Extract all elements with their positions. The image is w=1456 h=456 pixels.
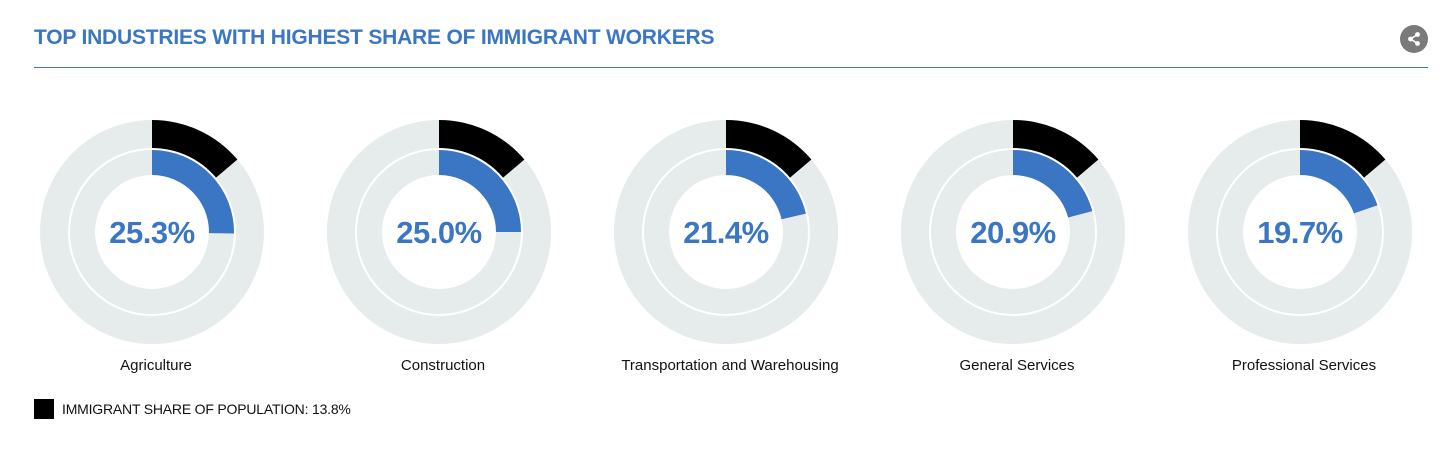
legend-swatch-population [34,399,54,419]
category-label-agriculture: Agriculture [120,357,192,374]
donut-separator-professional-services [1216,148,1384,316]
donut-hole-construction [382,175,496,289]
value-label-transportation-and-warehousing: 21.4% [683,215,768,250]
legend: IMMIGRANT SHARE OF POPULATION: 13.8% [34,399,351,419]
value-label-agriculture: 25.3% [109,215,194,250]
donut-hole-agriculture [95,175,209,289]
category-label-construction: Construction [401,357,485,374]
population-share-arc-general-services [1013,120,1099,178]
industry-share-arc-general-services [1013,150,1093,218]
donut-charts: 25.3% Agriculture 25.0% Construction 21.4% Tr… [40,120,1412,374]
category-label-professional-services: Professional Services [1232,357,1376,374]
population-share-arc-transportation-and-warehousing [726,120,812,178]
donut-hole-general-services [956,175,1070,289]
share-button[interactable] [1400,25,1428,53]
population-share-arc-agriculture [152,120,238,178]
donut-separator-agriculture [68,148,236,316]
share-icon [1408,32,1420,46]
value-label-construction: 25.0% [396,215,481,250]
donut-separator-construction [355,148,523,316]
population-share-arc-construction [439,120,525,178]
title-divider [34,67,1428,68]
industry-share-arc-professional-services [1300,150,1378,214]
donut-hole-professional-services [1243,175,1357,289]
industry-share-arc-construction [439,150,521,232]
category-label-general-services: General Services [959,357,1074,374]
donut-separator-general-services [929,148,1097,316]
donut-separator-transportation-and-warehousing [642,148,810,316]
donut-hole-transportation-and-warehousing [669,175,783,289]
category-label-transportation-and-warehousing: Transportation and Warehousing [621,357,838,374]
chart-title: TOP INDUSTRIES WITH HIGHEST SHARE OF IMM… [34,26,715,49]
industry-share-arc-agriculture [152,150,234,234]
value-label-professional-services: 19.7% [1257,215,1342,250]
value-label-general-services: 20.9% [970,215,1055,250]
industry-share-arc-transportation-and-warehousing [726,150,806,220]
legend-label: IMMIGRANT SHARE OF POPULATION: 13.8% [62,401,351,417]
population-share-arc-professional-services [1300,120,1386,178]
